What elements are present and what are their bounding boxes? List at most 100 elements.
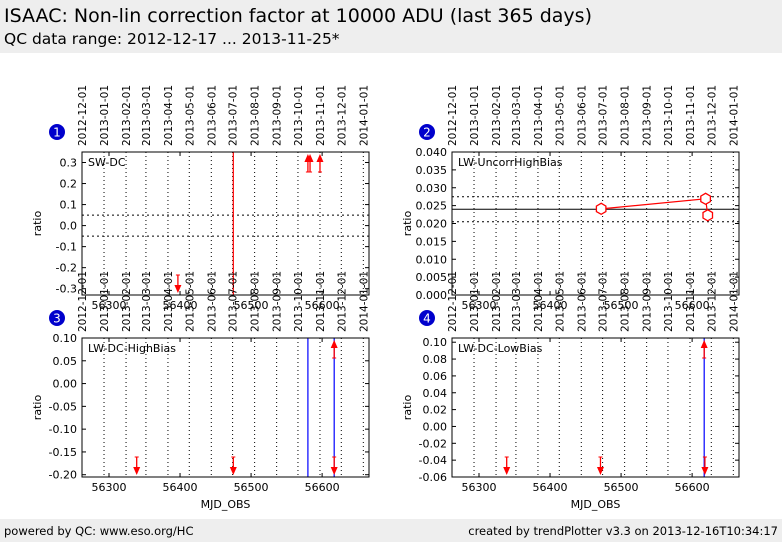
y-tick-label: 0.000	[416, 289, 448, 302]
y-tick-label: 0.015	[416, 235, 448, 248]
y-tick-label: 0.05	[53, 355, 78, 368]
y-tick-label: 0.00	[423, 420, 448, 433]
y-tick-label: -0.2	[56, 262, 77, 275]
footer-powered-by[interactable]: powered by QC: www.eso.org/HC	[4, 524, 194, 538]
chart-panel-4: 56300 56400 56500 56600-0.06-0.04-0.020.000…	[401, 271, 740, 511]
plot-frame	[81, 337, 370, 478]
date-tick-label: 2012-12-01	[447, 85, 459, 146]
y-tick-label: 0.06	[423, 370, 448, 383]
date-tick-label: 2013-10-01	[663, 271, 675, 332]
y-axis-label: ratio	[401, 395, 414, 421]
y-tick-label: -0.06	[419, 471, 447, 484]
offscale-arrow	[316, 154, 324, 173]
x-tick-label: 56500	[604, 299, 639, 312]
plot-frame	[81, 151, 370, 296]
date-tick-label: 2012-12-01	[77, 271, 89, 332]
offscale-arrow	[330, 456, 338, 475]
x-tick-label: 56300	[91, 481, 126, 494]
date-tick-label: 2013-06-01	[576, 271, 588, 332]
x-tick-label: 56400	[533, 481, 568, 494]
x-tick-label: 56300	[91, 299, 126, 312]
date-tick-label: 2014-01-01	[728, 85, 740, 146]
y-axis-label: ratio	[31, 211, 44, 237]
date-tick-label: 2013-06-01	[206, 271, 218, 332]
panel-number: 4	[423, 312, 431, 326]
panel-number: 3	[53, 312, 61, 326]
date-tick-label: 2013-05-01	[554, 271, 566, 332]
y-tick-label: 0.035	[416, 164, 448, 177]
date-tick-label: 2013-01-01	[469, 85, 481, 146]
plot-area	[452, 152, 739, 295]
date-tick-label: 2013-08-01	[620, 85, 632, 146]
date-tick-label: 2013-11-01	[685, 85, 697, 146]
date-tick-label: 2013-12-01	[706, 271, 718, 332]
date-tick-label: 2013-02-01	[121, 271, 133, 332]
date-tick-label: 2013-11-01	[685, 271, 697, 332]
x-tick-label: 56500	[234, 299, 269, 312]
x-tick-label: 56300	[461, 481, 496, 494]
plot-area	[82, 152, 369, 295]
x-tick-label: 56600	[305, 481, 340, 494]
page-title: ISAAC: Non-lin correction factor at 1000…	[4, 5, 592, 27]
y-tick-label: 0.030	[416, 182, 448, 195]
y-tick-label: 0.08	[423, 353, 448, 366]
date-tick-label: 2013-09-01	[272, 271, 284, 332]
offscale-arrow	[330, 340, 338, 359]
date-tick-label: 2013-03-01	[141, 271, 153, 332]
date-tick-label: 2013-07-01	[228, 85, 240, 146]
date-tick-label: 2013-09-01	[642, 271, 654, 332]
y-tick-label: 0.020	[416, 218, 448, 231]
offscale-arrow	[701, 456, 709, 475]
x-tick-label: 56600	[675, 481, 710, 494]
x-tick-label: 56600	[305, 299, 340, 312]
date-tick-label: 2013-02-01	[121, 85, 133, 146]
plot-area	[452, 338, 734, 477]
date-tick-label: 2013-08-01	[250, 85, 262, 146]
y-tick-label: -0.04	[419, 454, 447, 467]
data-point	[595, 202, 607, 216]
plot-frame	[451, 337, 740, 478]
panel-number-badge	[49, 124, 65, 140]
date-tick-label: 2013-05-01	[184, 85, 196, 146]
date-tick-label: 2013-05-01	[554, 85, 566, 146]
date-tick-label: 2013-11-01	[315, 85, 327, 146]
offscale-arrow	[229, 456, 237, 475]
y-tick-label: 0.10	[423, 336, 448, 349]
y-tick-label: -0.1	[56, 241, 77, 254]
x-tick-label: 56300	[461, 299, 496, 312]
date-tick-label: 2013-07-01	[598, 271, 610, 332]
y-tick-label: -0.02	[419, 437, 447, 450]
date-tick-label: 2013-02-01	[491, 85, 503, 146]
date-tick-label: 2012-12-01	[447, 271, 459, 332]
y-tick-label: 0.02	[423, 404, 448, 417]
x-tick-label: 56400	[533, 299, 568, 312]
panel-number-badge	[419, 310, 435, 326]
y-tick-label: 0.005	[416, 271, 448, 284]
date-tick-label: 2013-12-01	[706, 85, 718, 146]
y-tick-label: 0.04	[423, 387, 448, 400]
data-point	[702, 209, 714, 222]
panel-number-badge	[49, 310, 65, 326]
x-tick-label: 56400	[163, 299, 198, 312]
x-tick-label: 56400	[163, 481, 198, 494]
date-tick-label: 2013-11-01	[315, 271, 327, 332]
date-tick-label: 2013-03-01	[511, 85, 523, 146]
series-label: LW-DC-HighBias	[88, 342, 176, 355]
date-tick-label: 2013-03-01	[141, 85, 153, 146]
offscale-arrow	[306, 154, 314, 173]
y-tick-label: -0.3	[56, 283, 77, 296]
plot-area	[82, 338, 364, 477]
date-tick-label: 2013-09-01	[642, 85, 654, 146]
page-subtitle: QC data range: 2012-12-17 ... 2013-11-25…	[4, 30, 340, 48]
series-label: LW-DC-LowBias	[458, 342, 543, 355]
panel-number: 1	[53, 126, 61, 140]
date-tick-label: 2014-01-01	[358, 271, 370, 332]
data-point	[700, 192, 712, 206]
x-axis-label: MJD_OBS	[201, 498, 251, 511]
date-tick-label: 2012-12-01	[77, 85, 89, 146]
date-tick-label: 2013-10-01	[663, 85, 675, 146]
footer: powered by QC: www.eso.org/HC created by…	[0, 519, 782, 542]
offscale-arrow	[700, 340, 708, 359]
date-tick-label: 2014-01-01	[728, 271, 740, 332]
date-tick-label: 2013-06-01	[206, 85, 218, 146]
